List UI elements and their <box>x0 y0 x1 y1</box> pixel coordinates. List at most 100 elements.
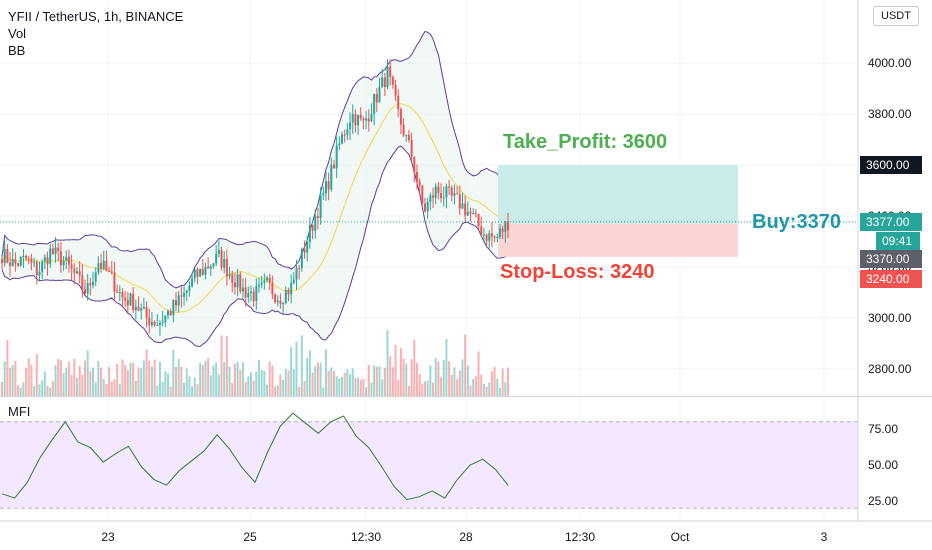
volume-bar <box>196 384 199 396</box>
volume-bar <box>231 383 234 396</box>
candle-body <box>354 113 357 126</box>
candle-body <box>472 213 475 215</box>
candle-body <box>464 203 467 216</box>
stop-loss-annotation[interactable]: Stop-Loss: 3240 <box>500 261 655 283</box>
candle-body <box>295 268 298 280</box>
volume-bar <box>25 367 28 396</box>
candle-body <box>501 228 504 232</box>
volume-bar <box>27 358 30 396</box>
candle-body <box>282 303 285 305</box>
volume-bar <box>407 385 410 396</box>
candle-body <box>300 248 303 269</box>
candle-body <box>351 113 354 123</box>
candle-body <box>65 256 68 261</box>
volume-bar <box>349 374 352 396</box>
stop-loss-zone <box>498 223 738 257</box>
candle-body <box>389 66 392 77</box>
volume-bar <box>134 380 137 396</box>
candle-body <box>399 109 402 125</box>
volume-bar <box>490 371 493 396</box>
candle-body <box>161 321 164 324</box>
candle-body <box>118 291 121 293</box>
volume-bar <box>466 365 469 396</box>
candle-body <box>38 272 41 276</box>
volume-bar <box>129 362 132 396</box>
bollinger-fill <box>2 31 508 347</box>
candle-body <box>188 286 191 291</box>
volume-bar <box>357 377 360 396</box>
symbol-title[interactable]: YFII / TetherUS, 1h, BINANCE <box>8 9 184 24</box>
candle-body <box>469 211 472 214</box>
volume-bar <box>373 365 376 396</box>
bollinger-lower-band <box>1 145 509 348</box>
candle-body <box>204 266 207 275</box>
candle-body <box>3 249 6 264</box>
bollinger-indicator-label[interactable]: BB <box>8 43 26 58</box>
volume-bar <box>426 380 429 396</box>
candle-body <box>442 197 445 199</box>
volume-bar <box>399 348 402 396</box>
time-tick-label: 28 <box>459 530 473 544</box>
candle-body <box>145 307 148 318</box>
candle-body <box>22 255 25 258</box>
candle-body <box>397 95 400 110</box>
volume-bar <box>54 365 57 396</box>
buy-annotation[interactable]: Buy:3370 <box>752 211 841 233</box>
time-tick-label: 12:30 <box>565 530 595 544</box>
currency-button[interactable]: USDT <box>873 6 919 26</box>
volume-bar <box>3 361 6 396</box>
candle-body <box>365 118 368 121</box>
current-price-tag: 3377.00 <box>860 213 922 231</box>
volume-bar <box>110 381 113 396</box>
candle-body <box>407 134 410 141</box>
volume-bar <box>367 364 370 396</box>
candle-body <box>260 282 263 285</box>
volume-bar <box>204 360 207 396</box>
volume-bar <box>183 382 186 396</box>
mfi-label[interactable]: MFI <box>8 404 31 419</box>
volume-bar <box>290 347 293 396</box>
candle-body <box>51 248 54 254</box>
take-profit-annotation[interactable]: Take_Profit: 3600 <box>503 131 668 153</box>
volume-bar <box>268 361 271 396</box>
candle-body <box>212 263 215 267</box>
volume-bar <box>493 366 496 396</box>
volume-bar <box>121 359 124 396</box>
take-profit-price-tag: 3600.00 <box>860 156 922 174</box>
volume-bar <box>343 372 346 396</box>
candle-body <box>461 203 464 209</box>
candle-body <box>258 284 261 287</box>
candle-body <box>432 195 435 198</box>
bollinger-upper-band <box>1 30 509 289</box>
volume-bar <box>180 366 183 396</box>
volume-bar <box>306 358 309 396</box>
candle-body <box>271 283 274 295</box>
volume-bar <box>346 369 349 396</box>
candle-body <box>474 213 477 215</box>
volume-indicator-label[interactable]: Vol <box>8 26 27 41</box>
candle-body <box>129 293 132 306</box>
candle-body <box>49 248 52 265</box>
mfi-pane <box>0 412 858 509</box>
volume-bar <box>295 341 298 396</box>
candle-body <box>180 295 183 297</box>
candle-body <box>488 233 491 241</box>
volume-bar <box>94 382 97 396</box>
candle-body <box>27 258 30 260</box>
candle-body <box>314 216 317 231</box>
candle-body <box>134 306 137 311</box>
candle-body <box>11 259 14 267</box>
candle-body <box>338 143 341 146</box>
candle-body <box>426 201 429 212</box>
volume-bar <box>405 363 408 396</box>
candle-body <box>41 261 44 273</box>
candle-body <box>391 76 394 85</box>
candle-body <box>201 268 204 275</box>
volume-bars <box>1 330 509 396</box>
candle-body <box>308 224 311 243</box>
candle-body <box>306 242 309 253</box>
volume-bar <box>319 362 322 396</box>
candle-body <box>70 264 73 269</box>
candle-body <box>341 134 344 144</box>
